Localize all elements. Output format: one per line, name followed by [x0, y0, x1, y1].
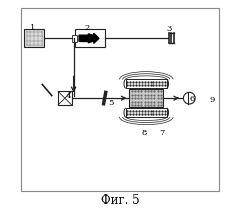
- Bar: [126, 108, 167, 117]
- Bar: [21, 8, 219, 191]
- Text: 4: 4: [66, 92, 71, 100]
- Bar: [126, 79, 167, 88]
- Circle shape: [183, 92, 195, 104]
- FancyArrow shape: [79, 33, 99, 43]
- Text: 7: 7: [159, 129, 165, 137]
- Text: 2: 2: [85, 24, 90, 32]
- Bar: [72, 34, 77, 42]
- Text: 5: 5: [108, 99, 113, 107]
- Text: 9: 9: [210, 96, 215, 104]
- Bar: [58, 91, 72, 105]
- Text: 8: 8: [141, 129, 147, 137]
- Bar: [75, 29, 105, 47]
- Text: Фиг. 5: Фиг. 5: [101, 194, 139, 207]
- Text: 1: 1: [30, 24, 36, 32]
- Bar: [129, 89, 163, 107]
- Bar: [24, 29, 44, 47]
- Text: 3: 3: [167, 25, 172, 33]
- Text: 6: 6: [190, 95, 195, 103]
